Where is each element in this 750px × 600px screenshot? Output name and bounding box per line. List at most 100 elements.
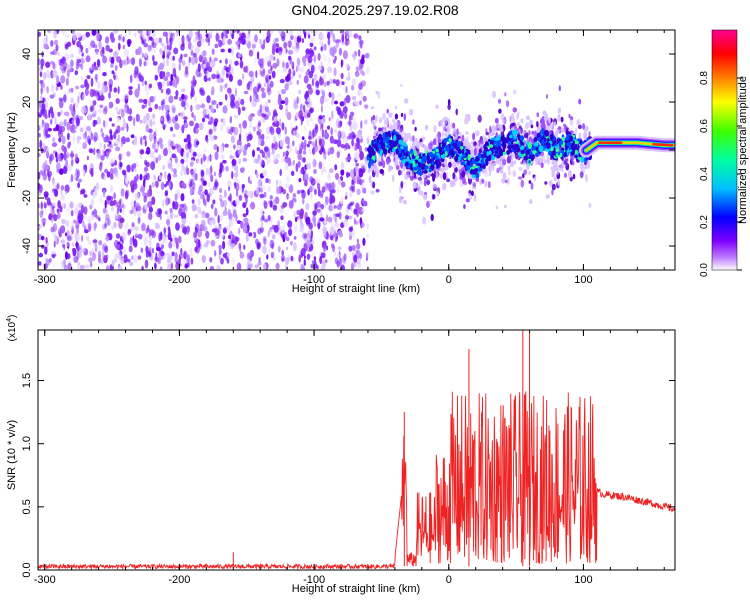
signal-blob bbox=[378, 127, 382, 132]
noise-blob bbox=[347, 120, 352, 126]
noise-blob bbox=[63, 94, 67, 103]
noise-blob bbox=[67, 262, 72, 270]
noise-blob bbox=[327, 84, 332, 89]
noise-blob bbox=[92, 252, 96, 261]
noise-blob bbox=[219, 162, 223, 169]
noise-blob bbox=[166, 88, 171, 95]
noise-blob bbox=[66, 235, 72, 241]
noise-blob bbox=[152, 61, 158, 66]
noise-blob bbox=[338, 211, 342, 220]
noise-blob bbox=[151, 247, 155, 254]
signal-blob bbox=[459, 132, 462, 137]
noise-blob bbox=[65, 220, 70, 227]
noise-blob bbox=[38, 182, 41, 190]
signal-blob bbox=[528, 130, 531, 136]
noise-blob bbox=[115, 233, 121, 239]
noise-blob bbox=[78, 178, 82, 183]
noise-blob bbox=[320, 265, 326, 270]
signal-blob bbox=[517, 111, 520, 119]
signal-blob bbox=[550, 166, 554, 171]
noise-blob bbox=[160, 231, 163, 241]
signal-blob bbox=[426, 179, 431, 185]
noise-blob bbox=[58, 97, 64, 102]
noise-blob bbox=[355, 202, 360, 211]
noise-blob bbox=[47, 74, 52, 79]
signal-blob bbox=[564, 172, 567, 178]
noise-blob bbox=[40, 81, 43, 87]
noise-blob bbox=[178, 57, 183, 64]
noise-blob bbox=[75, 85, 80, 90]
noise-blob bbox=[261, 151, 266, 158]
noise-blob bbox=[214, 181, 219, 188]
noise-blob bbox=[166, 57, 169, 67]
noise-blob bbox=[234, 182, 237, 190]
noise-blob bbox=[128, 89, 133, 96]
noise-blob bbox=[211, 73, 217, 80]
noise-blob bbox=[85, 82, 90, 90]
noise-blob bbox=[274, 115, 278, 124]
noise-blob bbox=[106, 195, 112, 201]
noise-blob bbox=[124, 222, 129, 231]
noise-blob bbox=[356, 249, 361, 259]
noise-blob bbox=[83, 206, 88, 215]
signal-blob bbox=[400, 112, 404, 117]
noise-blob bbox=[301, 141, 304, 149]
noise-blob bbox=[260, 208, 264, 218]
noise-blob bbox=[63, 264, 68, 270]
noise-blob bbox=[366, 233, 369, 238]
noise-blob bbox=[293, 242, 297, 252]
noise-blob bbox=[89, 106, 93, 113]
noise-blob bbox=[77, 214, 83, 224]
signal-blob bbox=[464, 117, 469, 125]
noise-blob bbox=[297, 160, 301, 168]
signal-blob bbox=[480, 143, 484, 147]
noise-blob bbox=[173, 47, 179, 55]
noise-blob bbox=[222, 105, 228, 114]
signal-blob bbox=[403, 113, 406, 121]
signal-blob bbox=[382, 112, 386, 120]
signal-blob bbox=[465, 131, 469, 135]
noise-blob bbox=[293, 69, 296, 77]
noise-blob bbox=[222, 35, 227, 44]
noise-blob bbox=[245, 35, 249, 44]
noise-blob bbox=[141, 31, 147, 39]
noise-blob bbox=[67, 91, 72, 95]
noise-blob bbox=[140, 186, 145, 193]
noise-blob bbox=[209, 135, 215, 142]
signal-blob bbox=[544, 181, 548, 185]
signal-blob bbox=[560, 116, 564, 123]
signal-blob bbox=[452, 122, 456, 129]
noise-blob bbox=[86, 235, 90, 242]
signal-blob bbox=[551, 189, 554, 196]
signal-blob bbox=[539, 157, 544, 163]
noise-blob bbox=[356, 141, 360, 150]
noise-blob bbox=[334, 164, 338, 171]
noise-blob bbox=[311, 130, 314, 140]
noise-blob bbox=[41, 210, 44, 215]
noise-blob bbox=[175, 222, 180, 231]
noise-blob bbox=[180, 181, 186, 188]
noise-blob bbox=[48, 213, 53, 221]
noise-blob bbox=[70, 221, 74, 231]
noise-blob bbox=[149, 151, 155, 158]
noise-blob bbox=[273, 224, 279, 233]
noise-blob bbox=[48, 109, 51, 119]
noise-blob bbox=[203, 147, 206, 153]
noise-blob bbox=[362, 95, 367, 102]
noise-blob bbox=[56, 153, 62, 162]
noise-blob bbox=[207, 121, 212, 125]
noise-blob bbox=[293, 210, 297, 219]
noise-blob bbox=[206, 70, 210, 80]
noise-blob bbox=[101, 132, 105, 139]
noise-blob bbox=[65, 77, 69, 86]
signal-blob bbox=[412, 181, 417, 189]
noise-blob bbox=[174, 193, 178, 202]
signal-blob bbox=[454, 166, 458, 173]
noise-blob bbox=[41, 244, 45, 249]
noise-blob bbox=[298, 30, 303, 38]
noise-blob bbox=[66, 151, 70, 159]
noise-blob bbox=[119, 162, 123, 168]
signal-blob bbox=[432, 183, 437, 190]
noise-blob bbox=[134, 88, 140, 98]
noise-blob bbox=[126, 164, 131, 173]
